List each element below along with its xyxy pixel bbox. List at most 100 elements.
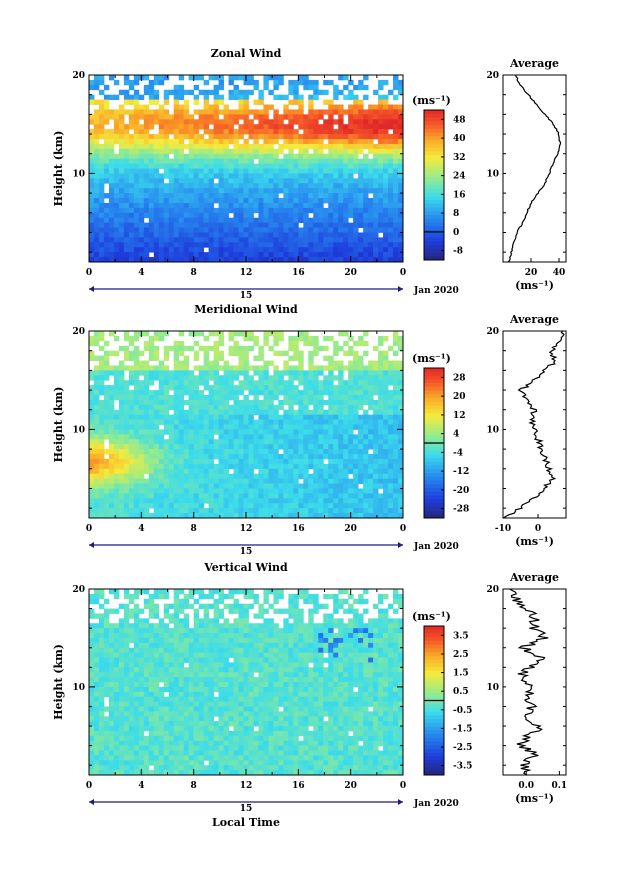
heatmap-cell — [198, 114, 205, 120]
heatmap-cell — [338, 198, 344, 204]
heatmap-cell — [303, 488, 309, 494]
heatmap-cell — [123, 345, 130, 352]
heatmap-cell — [338, 331, 344, 337]
heatmap-cell — [308, 449, 314, 455]
heatmap-cell — [123, 173, 130, 179]
heatmap-cell — [118, 508, 125, 514]
heatmap-cell — [128, 498, 135, 504]
heatmap-cell — [118, 109, 125, 115]
heatmap-cell — [128, 696, 135, 702]
heatmap-cell — [118, 119, 125, 125]
heatmap-cell — [288, 424, 294, 430]
heatmap-cell — [113, 696, 120, 702]
heatmap-cell — [363, 429, 369, 435]
date-month-label: Jan 2020 — [413, 286, 459, 296]
heatmap-cell — [393, 129, 399, 135]
heatmap-cell — [173, 129, 180, 135]
heatmap-cell — [348, 478, 354, 484]
heatmap-cell — [263, 183, 269, 189]
heatmap-cell — [103, 657, 110, 663]
heatmap-cell — [323, 247, 329, 253]
heatmap-cell — [158, 370, 165, 376]
heatmap-cell — [98, 593, 105, 600]
heatmap-cell — [89, 163, 95, 169]
heatmap-cell — [113, 770, 120, 776]
heatmap-cell — [303, 227, 309, 233]
heatmap-cell — [388, 439, 394, 445]
heatmap-cell — [223, 153, 229, 160]
colorbar-segment — [424, 140, 444, 145]
heatmap-cell — [258, 473, 264, 480]
heatmap-cell — [188, 439, 195, 445]
heatmap-cell — [383, 429, 389, 435]
heatmap-cell — [148, 439, 155, 445]
heatmap-cell — [358, 444, 364, 450]
heatmap-cell — [288, 409, 294, 416]
heatmap-cell — [153, 726, 160, 732]
heatmap-cell — [348, 444, 354, 450]
heatmap-cell — [383, 158, 389, 164]
heatmap-cell — [158, 394, 165, 401]
heatmap-cell — [228, 153, 234, 160]
heatmap-cell — [168, 178, 175, 184]
heatmap-cell — [93, 242, 100, 248]
heatmap-cell — [338, 163, 344, 169]
heatmap-cell — [268, 483, 274, 489]
heatmap-cell — [278, 473, 284, 480]
heatmap-cell — [213, 488, 219, 494]
heatmap-cell — [278, 375, 284, 381]
heatmap-cell — [248, 153, 254, 160]
heatmap-cell — [353, 444, 359, 450]
heatmap-cell — [343, 237, 349, 243]
heatmap-cell — [238, 449, 244, 455]
heatmap-cell — [368, 168, 374, 174]
heatmap-cell — [263, 340, 269, 347]
heatmap-cell — [268, 119, 274, 125]
heatmap-cell — [188, 237, 195, 243]
heatmap-cell — [258, 134, 264, 140]
heatmap-cell — [373, 143, 379, 150]
heatmap-cell — [353, 449, 359, 455]
heatmap-cell — [133, 134, 140, 140]
heatmap-cell — [353, 498, 359, 504]
heatmap-cell — [288, 365, 294, 371]
heatmap-cell — [133, 726, 140, 732]
heatmap-cell — [248, 207, 254, 214]
heatmap-cell — [138, 498, 145, 504]
heatmap-cell — [308, 109, 314, 115]
heatmap-cell — [348, 390, 354, 396]
heatmap-cell — [233, 444, 239, 450]
heatmap-cell — [228, 488, 234, 494]
heatmap-cell — [158, 385, 165, 391]
heatmap-cell — [113, 439, 120, 445]
heatmap-cell — [153, 642, 160, 649]
heatmap-cell — [183, 508, 190, 514]
heatmap-cell — [348, 488, 354, 494]
heatmap-cell — [243, 463, 249, 470]
heatmap-cell — [198, 252, 205, 258]
heatmap-cell — [143, 652, 150, 658]
heatmap-cell — [198, 463, 205, 470]
heatmap-cell — [153, 414, 160, 420]
heatmap-cell — [158, 404, 165, 411]
heatmap-cell — [213, 473, 219, 480]
heatmap-cell — [118, 439, 125, 445]
heatmap-cell — [193, 439, 200, 445]
heatmap-cell — [308, 163, 314, 169]
heatmap-cell — [278, 331, 284, 337]
heatmap-cell — [133, 109, 140, 115]
heatmap-cell — [108, 701, 115, 707]
heatmap-cell — [163, 237, 170, 243]
heatmap-cell — [113, 257, 120, 263]
heatmap-cell — [393, 385, 399, 391]
heatmap-cell — [128, 124, 135, 130]
heatmap-cell — [258, 148, 264, 155]
heatmap-cell — [393, 404, 399, 411]
heatmap-cell — [108, 498, 115, 504]
heatmap-cell — [278, 79, 284, 86]
heatmap-cell — [338, 468, 344, 475]
colorbar-segment — [424, 196, 444, 201]
heatmap-cell — [108, 242, 115, 248]
heatmap-cell — [198, 158, 205, 164]
heatmap-cell — [173, 473, 180, 480]
